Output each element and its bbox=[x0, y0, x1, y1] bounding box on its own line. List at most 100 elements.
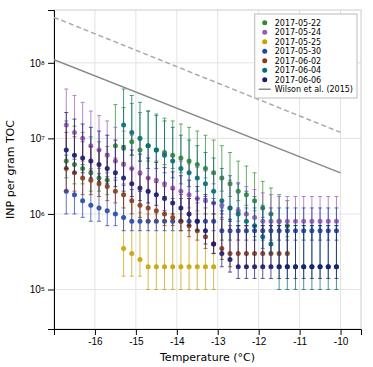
point bbox=[105, 208, 110, 213]
y-tick: 10⁶ bbox=[30, 209, 54, 220]
point bbox=[154, 264, 159, 269]
grid bbox=[54, 10, 361, 329]
legend-label: 2017-06-06 bbox=[275, 76, 322, 85]
point bbox=[203, 264, 208, 269]
x-tick-label: -12 bbox=[252, 336, 267, 347]
point bbox=[277, 264, 282, 269]
point bbox=[137, 186, 142, 191]
legend-label: 2017-05-30 bbox=[275, 47, 322, 56]
point bbox=[187, 170, 192, 175]
chart: -16-15-14-13-12-11-1010⁵10⁶10⁷10⁸2017-05… bbox=[0, 0, 373, 367]
point bbox=[195, 219, 200, 224]
x-tick-label: -10 bbox=[334, 336, 349, 347]
point bbox=[162, 153, 167, 158]
point bbox=[113, 189, 118, 194]
point bbox=[252, 264, 257, 269]
error-bar bbox=[228, 176, 232, 221]
series bbox=[64, 112, 339, 278]
point bbox=[219, 251, 224, 256]
error-bar bbox=[138, 102, 142, 161]
error-bar bbox=[236, 226, 240, 279]
legend-swatch bbox=[259, 89, 271, 91]
error-bar bbox=[261, 226, 265, 279]
x-axis-title: Temperature (°C) bbox=[159, 351, 255, 364]
point bbox=[72, 192, 77, 197]
error-bar bbox=[310, 226, 314, 290]
error-bar bbox=[302, 226, 306, 290]
point bbox=[219, 198, 224, 203]
point bbox=[162, 196, 167, 201]
point bbox=[105, 184, 110, 189]
point bbox=[211, 264, 216, 269]
grid-line-y bbox=[54, 289, 361, 290]
y-axis-title: INP per gram TOC bbox=[4, 120, 17, 219]
error-bar bbox=[220, 168, 224, 213]
point bbox=[129, 181, 134, 186]
y-tick-mark bbox=[48, 214, 54, 215]
point bbox=[162, 264, 167, 269]
point bbox=[195, 175, 200, 180]
point bbox=[121, 215, 126, 220]
point bbox=[211, 242, 216, 247]
point bbox=[170, 264, 175, 269]
error-bar bbox=[253, 226, 257, 279]
error-bar bbox=[130, 95, 134, 155]
legend-label: Wilson et al. (2015) bbox=[275, 85, 353, 94]
error-bar bbox=[138, 212, 142, 276]
point bbox=[146, 264, 151, 269]
error-bar bbox=[326, 226, 330, 279]
error-bar bbox=[318, 226, 322, 279]
y-tick-mark bbox=[48, 63, 54, 64]
x-axis: -16-15-14-13-12-11-10 bbox=[55, 329, 362, 347]
x-tick: -10 bbox=[334, 329, 349, 347]
legend-swatch bbox=[262, 20, 267, 25]
legend-swatch bbox=[262, 49, 267, 54]
legend-item: Wilson et al. (2015) bbox=[259, 85, 353, 94]
point bbox=[154, 148, 159, 153]
grid-line-x bbox=[135, 10, 136, 329]
legend-item: 2017-06-04 bbox=[262, 66, 321, 75]
point bbox=[121, 175, 126, 180]
legend-label: 2017-05-24 bbox=[275, 28, 322, 37]
error-bar bbox=[154, 116, 158, 169]
error-bar bbox=[171, 172, 175, 214]
legend: 2017-05-222017-05-242017-05-252017-05-30… bbox=[255, 14, 357, 98]
error-bar bbox=[285, 226, 289, 279]
error-bar bbox=[285, 226, 289, 290]
point bbox=[309, 264, 314, 269]
error-bar bbox=[179, 176, 183, 221]
point bbox=[154, 208, 159, 213]
error-bar bbox=[310, 226, 314, 279]
legend-item: 2017-05-22 bbox=[262, 19, 321, 28]
error-bar bbox=[203, 153, 207, 197]
point bbox=[129, 198, 134, 203]
error-bar bbox=[72, 119, 76, 173]
series bbox=[121, 89, 339, 289]
point bbox=[203, 228, 208, 233]
point bbox=[64, 148, 69, 153]
point bbox=[72, 153, 77, 158]
point bbox=[326, 264, 331, 269]
point bbox=[334, 264, 339, 269]
error-bar bbox=[212, 158, 216, 203]
point bbox=[301, 264, 306, 269]
error-bar bbox=[334, 226, 338, 290]
y-axis-line bbox=[48, 11, 55, 330]
x-tick-label: -15 bbox=[129, 336, 144, 347]
legend-label: 2017-05-25 bbox=[275, 38, 322, 47]
error-bar bbox=[146, 158, 150, 203]
error-bar bbox=[269, 226, 273, 279]
legend-item: 2017-06-02 bbox=[262, 57, 321, 66]
point bbox=[113, 211, 118, 216]
point bbox=[195, 219, 200, 224]
point bbox=[97, 162, 102, 167]
point bbox=[236, 264, 241, 269]
point bbox=[195, 264, 200, 269]
error-bar bbox=[81, 124, 85, 173]
point bbox=[121, 123, 126, 128]
error-bar bbox=[122, 89, 126, 150]
point bbox=[326, 264, 331, 269]
y-tick-mark bbox=[48, 138, 54, 139]
point bbox=[105, 166, 110, 171]
error-bar bbox=[89, 127, 93, 178]
